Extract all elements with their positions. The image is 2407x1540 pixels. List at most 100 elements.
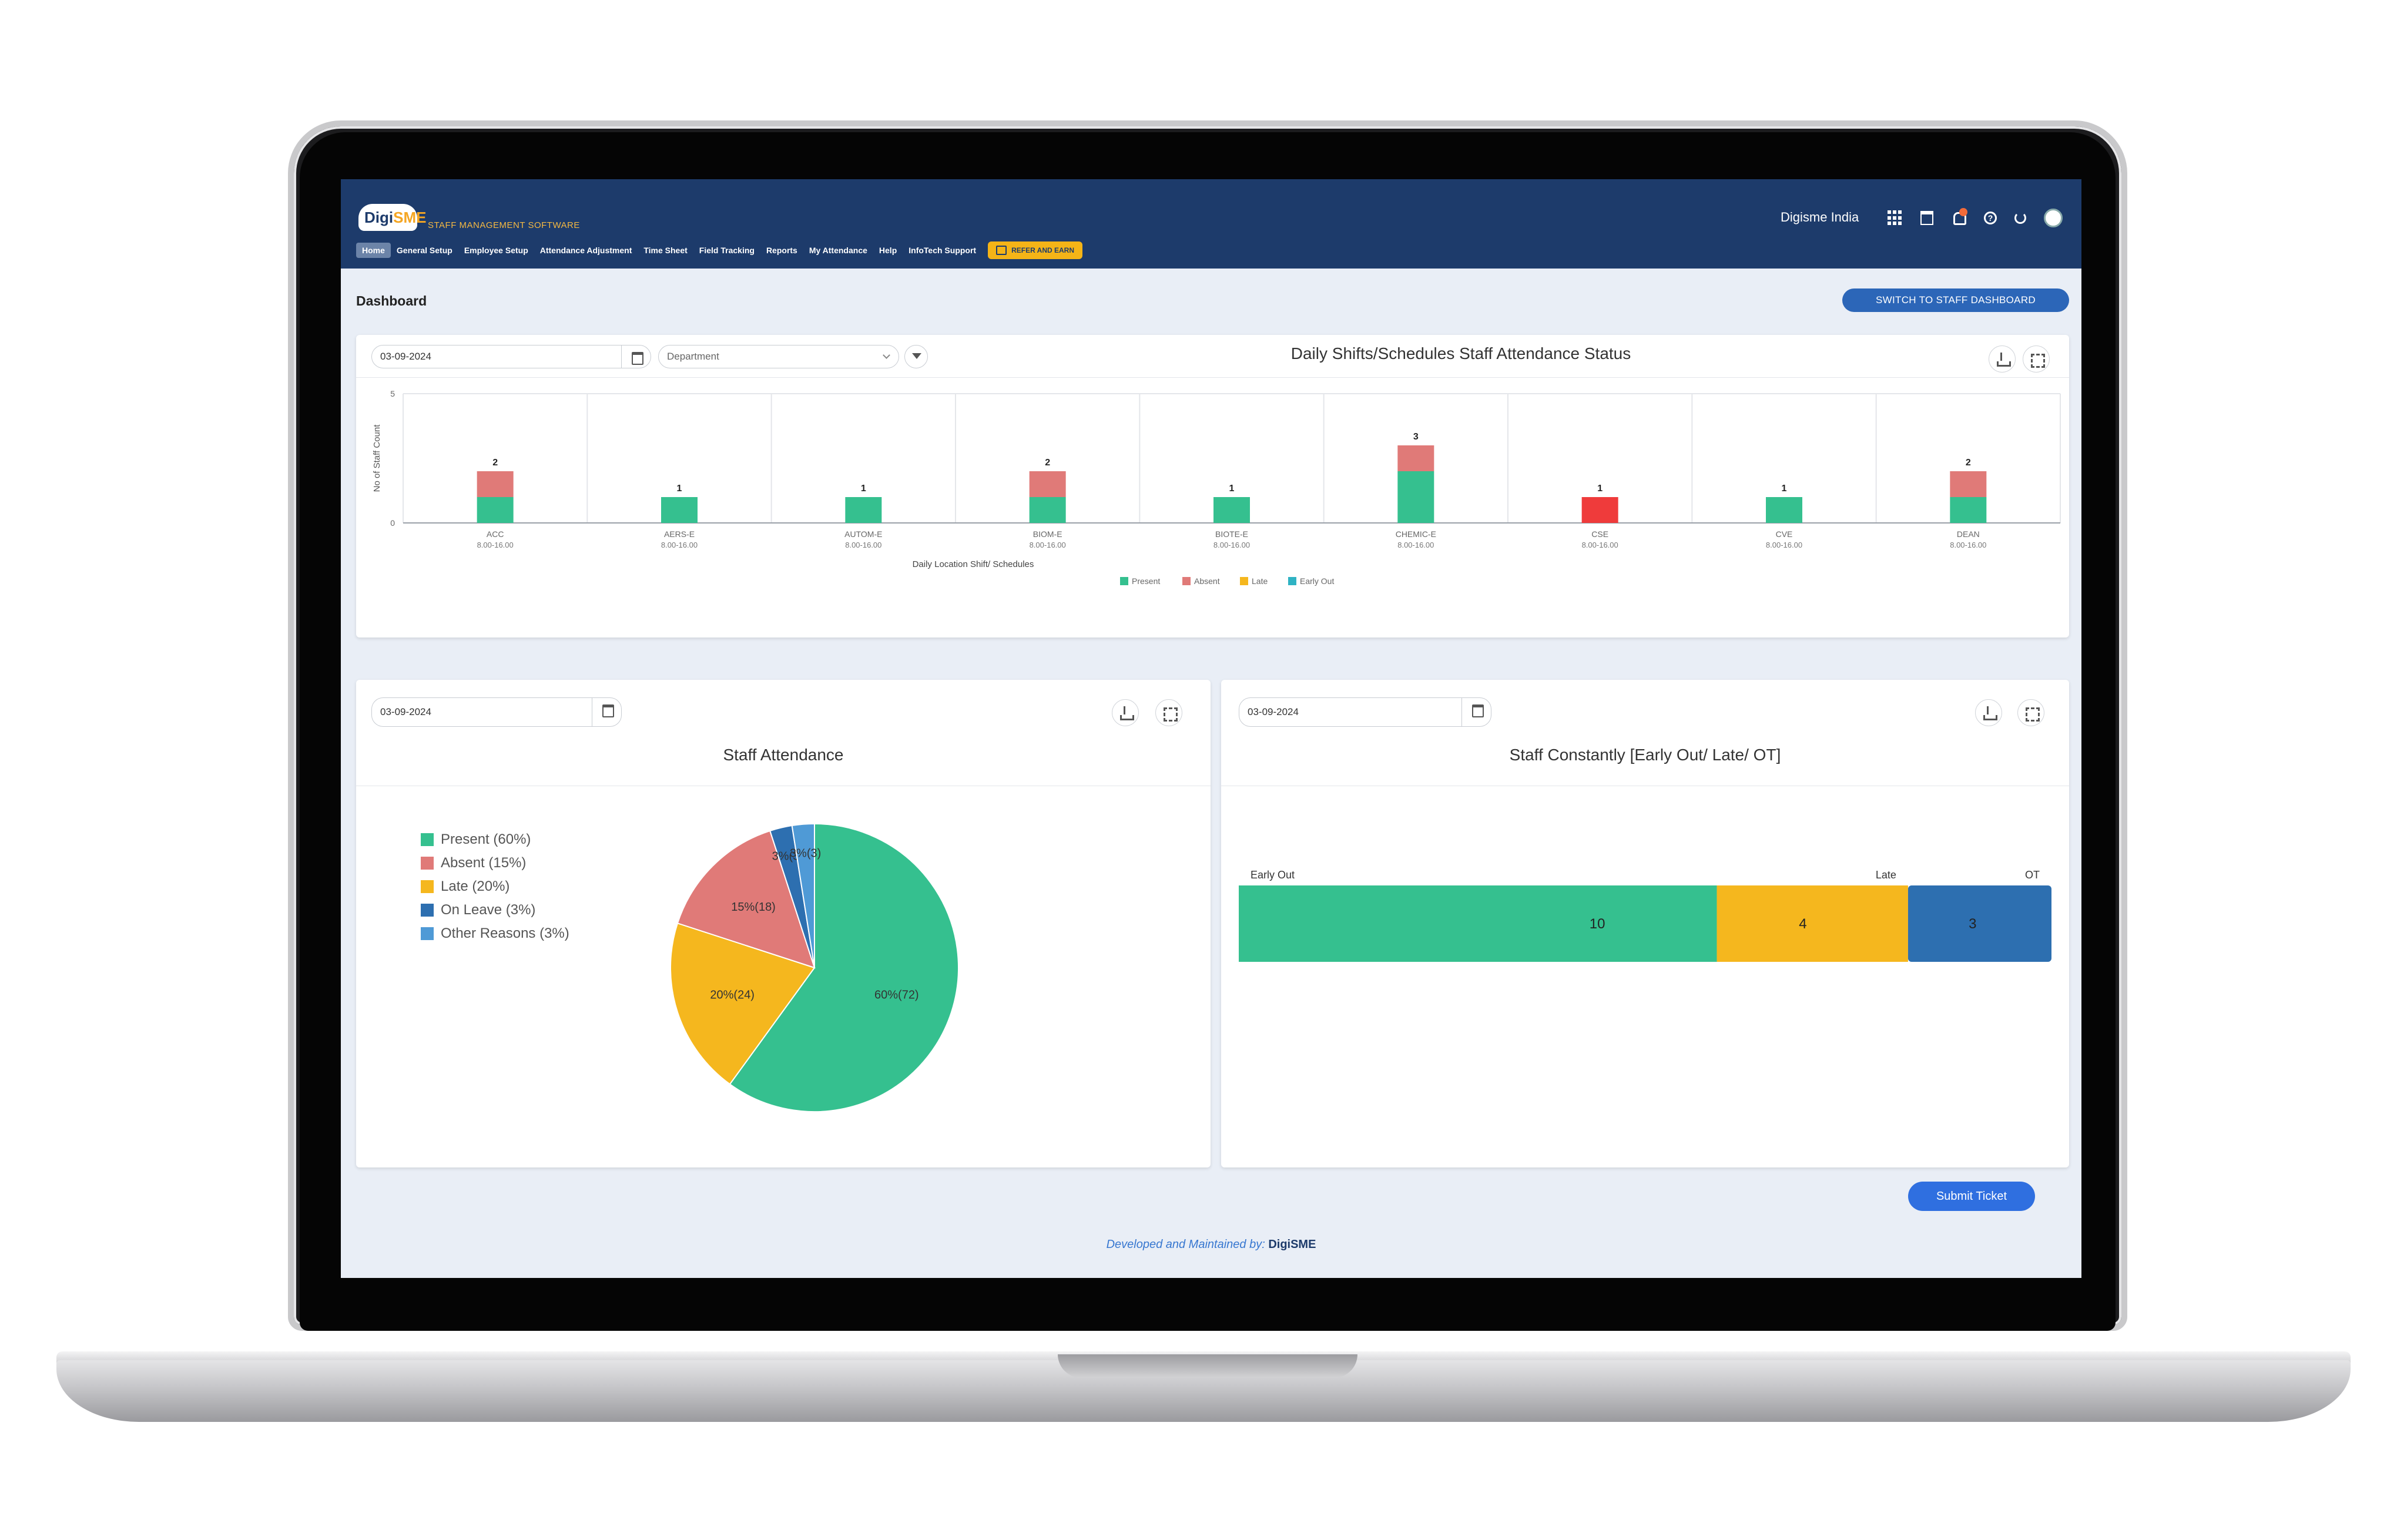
calendar-icon[interactable]: [592, 698, 621, 726]
legend-label: Absent: [1194, 576, 1220, 586]
legend-label: Absent (15%): [441, 855, 527, 871]
shift-date-input[interactable]: 03-09-2024: [371, 345, 651, 368]
x-axis-label: Daily Location Shift/ Schedules: [913, 559, 1034, 569]
fullscreen-icon[interactable]: [2023, 345, 2050, 373]
laptop-notch: [1058, 1354, 1357, 1378]
main-nav: Home General Setup Employee Setup Attend…: [356, 241, 1082, 259]
y-tick-label: 0: [390, 518, 395, 528]
gift-icon: [996, 246, 1007, 255]
legend-label: Present (60%): [441, 831, 531, 847]
attendance-pie-chart: 60%(72) 20%(24) 15%(18) 3%(3)3%(3): [670, 823, 959, 1112]
apps-grid-icon[interactable]: [1888, 210, 1903, 226]
nav-my-attendance[interactable]: My Attendance: [809, 246, 867, 255]
department-select[interactable]: Department: [658, 345, 899, 368]
y-axis-label: No of Staff Count: [372, 424, 382, 492]
hbar-segment-name: Early Out: [1251, 869, 1295, 881]
legend-label: Present: [1132, 576, 1160, 586]
fullscreen-icon[interactable]: [2017, 699, 2044, 726]
staff-attendance-card: 03-09-2024 Staff Attendance Present (60%…: [356, 680, 1211, 1167]
bar-total-label: 2: [1966, 458, 1971, 468]
filter-icon[interactable]: [904, 345, 928, 368]
bar-total-label: 3: [1413, 432, 1419, 442]
footer-text: Developed and Maintained by:: [1106, 1238, 1265, 1251]
calendar-icon[interactable]: [621, 345, 651, 368]
bar-segment: [845, 497, 882, 523]
nav-home[interactable]: Home: [356, 243, 391, 258]
nav-reports[interactable]: Reports: [766, 246, 797, 255]
bar-total-label: 1: [861, 484, 866, 494]
app-header: DigiSME STAFF MANAGEMENT SOFTWARE Home G…: [341, 179, 2081, 269]
legend-item-absent[interactable]: Absent (15%): [421, 851, 569, 875]
hbar-segment: [1908, 885, 2051, 962]
nav-field-tracking[interactable]: Field Tracking: [699, 246, 755, 255]
constancy-date-input[interactable]: 03-09-2024: [1239, 697, 1491, 727]
hbar-value-label: 3: [1969, 916, 1976, 932]
bar-segment: [661, 497, 698, 523]
app-screen: DigiSME STAFF MANAGEMENT SOFTWARE Home G…: [341, 179, 2081, 1278]
download-icon[interactable]: [1112, 699, 1139, 726]
bar-total-label: 2: [1045, 458, 1050, 468]
shift-stacked-bar-chart: 0 5 No of Staff Count 2 ACC 8.00-16.00 1 AERS-E…: [372, 389, 2061, 586]
nav-help[interactable]: Help: [879, 246, 897, 255]
chevron-down-icon: [883, 351, 890, 359]
constancy-chart-title: Staff Constantly [Early Out/ Late/ OT]: [1509, 746, 1781, 764]
nav-employee-setup[interactable]: Employee Setup: [464, 246, 528, 255]
hbar-value-label: 4: [1799, 916, 1806, 932]
legend-swatch: [1288, 577, 1296, 585]
page-title: Dashboard: [356, 293, 427, 308]
x-tick-label: BIOM-E: [1033, 529, 1062, 539]
x-tick-label: BIOTE-E: [1215, 529, 1248, 539]
download-icon[interactable]: [1975, 699, 2002, 726]
nav-attendance-adjustment[interactable]: Attendance Adjustment: [539, 246, 632, 255]
bar-segment: [1029, 497, 1066, 523]
pie-slice-label: 15%(18): [731, 901, 776, 914]
attendance-date-input[interactable]: 03-09-2024: [371, 697, 622, 727]
nav-time-sheet[interactable]: Time Sheet: [643, 246, 688, 255]
nav-infotech-support[interactable]: InfoTech Support: [909, 246, 977, 255]
x-tick-time: 8.00-16.00: [1766, 541, 1802, 549]
x-tick-label: AERS-E: [664, 529, 695, 539]
legend-item-late[interactable]: Late (20%): [421, 875, 569, 898]
calendar-icon[interactable]: [1461, 698, 1491, 726]
hbar-segment: [1239, 885, 1717, 962]
legend-label: On Leave (3%): [441, 902, 536, 918]
bar-segment: [1950, 471, 1987, 497]
x-tick-time: 8.00-16.00: [845, 541, 881, 549]
legend-item-other-reasons[interactable]: Other Reasons (3%): [421, 922, 569, 945]
nav-general-setup[interactable]: General Setup: [396, 246, 452, 255]
footer-brand[interactable]: DigiSME: [1268, 1238, 1316, 1251]
switch-dashboard-button[interactable]: SWITCH TO STAFF DASHBOARD: [1842, 288, 2069, 312]
bell-icon[interactable]: [1951, 208, 1967, 226]
bar-total-label: 2: [492, 458, 498, 468]
org-name[interactable]: Digisme India: [1781, 210, 1859, 224]
bar-segment: [1950, 497, 1987, 523]
x-tick-time: 8.00-16.00: [477, 541, 514, 549]
constancy-date-value: 03-09-2024: [1248, 706, 1299, 717]
bar-segment: [1397, 471, 1434, 523]
shift-chart-title: Daily Shifts/Schedules Staff Attendance …: [1290, 344, 1631, 363]
bar-segment: [1029, 471, 1066, 497]
hbar-segment: [1717, 885, 1908, 962]
legend-swatch: [421, 880, 434, 893]
refer-and-earn-button[interactable]: REFER AND EARN: [988, 241, 1082, 259]
building-icon[interactable]: [1920, 211, 1933, 225]
bar-segment: [1581, 497, 1618, 523]
shift-attendance-card: 03-09-2024 Department Daily Shifts/Sched…: [356, 335, 2069, 638]
download-icon[interactable]: [1989, 345, 2016, 373]
power-icon[interactable]: [2014, 212, 2026, 224]
legend-swatch: [421, 833, 434, 846]
submit-ticket-button[interactable]: Submit Ticket: [1908, 1182, 2035, 1211]
help-icon[interactable]: ?: [1984, 212, 1997, 224]
bar-segment: [1766, 497, 1802, 523]
legend-item-on-leave[interactable]: On Leave (3%): [421, 898, 569, 922]
bar-total-label: 1: [677, 484, 682, 494]
fullscreen-icon[interactable]: [1155, 699, 1182, 726]
user-avatar[interactable]: [2044, 209, 2063, 227]
header-icons: ?: [1888, 208, 2063, 227]
x-tick-label: AUTOM-E: [844, 529, 882, 539]
attendance-chart-title: Staff Attendance: [723, 746, 844, 764]
logo-cloud[interactable]: [358, 204, 417, 231]
pie-slice: [676, 830, 816, 969]
x-tick-time: 8.00-16.00: [1397, 541, 1434, 549]
legend-item-present[interactable]: Present (60%): [421, 828, 569, 851]
